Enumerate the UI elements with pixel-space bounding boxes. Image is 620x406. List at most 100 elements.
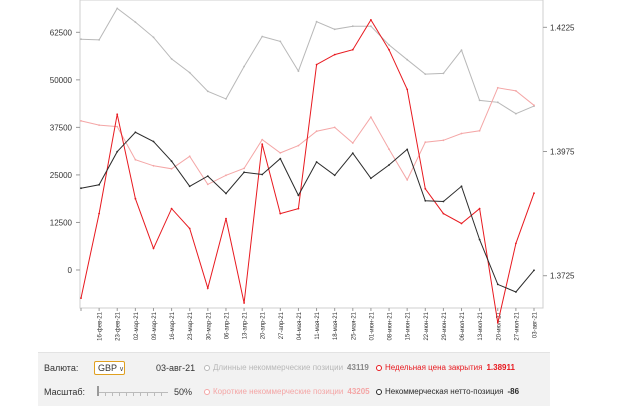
- series-point-short-positions: [170, 167, 173, 170]
- legend-long-label: Длинные некоммерческие позиции: [213, 363, 344, 372]
- series-point-short-positions: [460, 132, 463, 135]
- legend-short-marker: [204, 388, 210, 395]
- series-point-short-positions: [351, 142, 354, 144]
- series-point-net-position: [333, 174, 336, 177]
- series-point-long-positions: [134, 21, 137, 23]
- series-point-weekly-close: [351, 48, 354, 51]
- series-point-net-position: [460, 185, 463, 188]
- series-point-short-positions: [206, 183, 209, 186]
- legend-net-position: Некоммерческая нетто-позиция -86: [376, 387, 519, 396]
- series-point-long-positions: [206, 90, 209, 93]
- legend-weekly-close: Недельная цена закрытия 1.38911: [376, 363, 515, 372]
- series-point-net-position: [297, 194, 300, 197]
- series-point-net-position: [116, 150, 119, 153]
- x-tick-label: 23-фев-21: [116, 311, 122, 340]
- y-left-tick-label: 62500: [50, 28, 73, 37]
- legend-long-marker: [204, 364, 210, 371]
- series-point-weekly-close: [478, 207, 481, 210]
- plot-area: [79, 0, 544, 309]
- x-tick-label: 25-мая-21: [351, 311, 357, 340]
- currency-select[interactable]: GBP ∨: [94, 361, 125, 375]
- series-point-net-position: [424, 199, 427, 202]
- series-point-net-position: [351, 152, 354, 155]
- series-point-long-positions: [424, 73, 427, 75]
- legend-net-marker: [376, 388, 382, 395]
- x-tick-label: 23-мар-21: [188, 311, 194, 340]
- series-point-long-positions: [496, 101, 499, 104]
- series-point-net-position: [188, 185, 191, 188]
- series-point-weekly-close: [279, 212, 282, 215]
- series-point-net-position: [80, 187, 82, 190]
- series-point-short-positions: [134, 158, 137, 161]
- series-point-short-positions: [243, 167, 246, 170]
- series-point-net-position: [315, 161, 318, 163]
- series-point-weekly-close: [134, 197, 137, 200]
- x-tick-label: 08-июн-21: [388, 311, 394, 340]
- series-point-net-position: [152, 140, 155, 143]
- series-point-long-positions: [388, 44, 390, 46]
- series-point-long-positions: [243, 65, 246, 68]
- series-point-short-positions: [188, 155, 191, 158]
- cot-chart: 0 12500 25000 37500 50000 62500 1.3725 1.3975 1…: [50, 0, 575, 341]
- series-point-weekly-close: [315, 63, 318, 66]
- series-point-net-position: [243, 171, 246, 174]
- x-tick-label: 15-июн-21: [406, 311, 412, 340]
- x-tick-label: 01-июн-21: [369, 311, 375, 340]
- x-tick-label: 22-июн-21: [424, 311, 430, 340]
- series-point-weekly-close: [188, 227, 191, 230]
- zoom-slider-track[interactable]: [98, 392, 168, 393]
- series-point-weekly-close: [388, 48, 390, 51]
- series-point-net-position: [442, 200, 445, 203]
- series-point-weekly-close: [225, 217, 227, 220]
- series-point-short-positions: [388, 148, 390, 151]
- zoom-label: Масштаб:: [44, 387, 86, 397]
- x-tick-label: 16-мар-21: [170, 311, 176, 340]
- series-point-short-positions: [261, 138, 264, 141]
- x-tick-label: 06-апр-21: [224, 311, 230, 339]
- x-tick-label: 13-апр-21: [243, 311, 249, 339]
- series-line-long-positions: [80, 7, 535, 115]
- series-point-weekly-close: [116, 113, 119, 116]
- series-point-net-position: [496, 283, 499, 286]
- x-tick-label: 27-апр-21: [279, 311, 285, 339]
- x-tick-label: 29-июн-21: [442, 311, 448, 340]
- x-tick-label: 30-мар-21: [206, 311, 212, 340]
- series-point-long-positions: [98, 39, 100, 41]
- y-left-tick-label: 12500: [50, 218, 73, 227]
- series-point-long-positions: [315, 20, 318, 23]
- report-date: 03-авг-21: [156, 363, 196, 373]
- series-point-weekly-close: [297, 207, 300, 210]
- legend-net-value: -86: [507, 387, 520, 396]
- chevron-down-icon: ∨: [119, 366, 125, 373]
- series-point-short-positions: [496, 86, 499, 89]
- series-point-net-position: [261, 173, 264, 176]
- series-point-net-position: [478, 238, 481, 241]
- x-tick-label: 02-мар-21: [134, 311, 140, 340]
- series-point-short-positions: [315, 130, 318, 133]
- series-point-net-position: [533, 269, 535, 272]
- legend-close-marker: [376, 364, 382, 371]
- y-left-tick-label: 25000: [50, 171, 73, 180]
- legend-close-value: 1.38911: [486, 363, 515, 372]
- series-point-short-positions: [478, 129, 481, 132]
- controls-panel: Валюта: GBP ∨ 03-авг-21 Масштаб: 50% Длин…: [38, 352, 550, 406]
- series-point-long-positions: [370, 25, 372, 28]
- series-point-weekly-close: [406, 88, 409, 91]
- zoom-value: 50%: [174, 387, 193, 397]
- legend-long-positions: Длинные некоммерческие позиции 43119: [204, 363, 369, 372]
- series-point-long-positions: [279, 40, 282, 43]
- series-point-net-position: [170, 160, 173, 163]
- x-tick-label: 27-июл-21: [514, 311, 520, 340]
- legend-close-label: Недельная цена закрытия: [385, 363, 483, 372]
- y-left-tick-label: 50000: [50, 76, 73, 85]
- series-point-weekly-close: [261, 143, 264, 146]
- series-point-short-positions: [98, 124, 100, 126]
- series-point-long-positions: [80, 38, 82, 41]
- series-point-long-positions: [225, 98, 227, 100]
- series-point-weekly-close: [370, 19, 372, 21]
- series-point-long-positions: [152, 36, 155, 39]
- zoom-slider-handle[interactable]: [97, 386, 99, 396]
- series-point-net-position: [225, 192, 227, 195]
- series-point-long-positions: [478, 99, 481, 102]
- x-tick-label: 18-мая-21: [333, 311, 339, 340]
